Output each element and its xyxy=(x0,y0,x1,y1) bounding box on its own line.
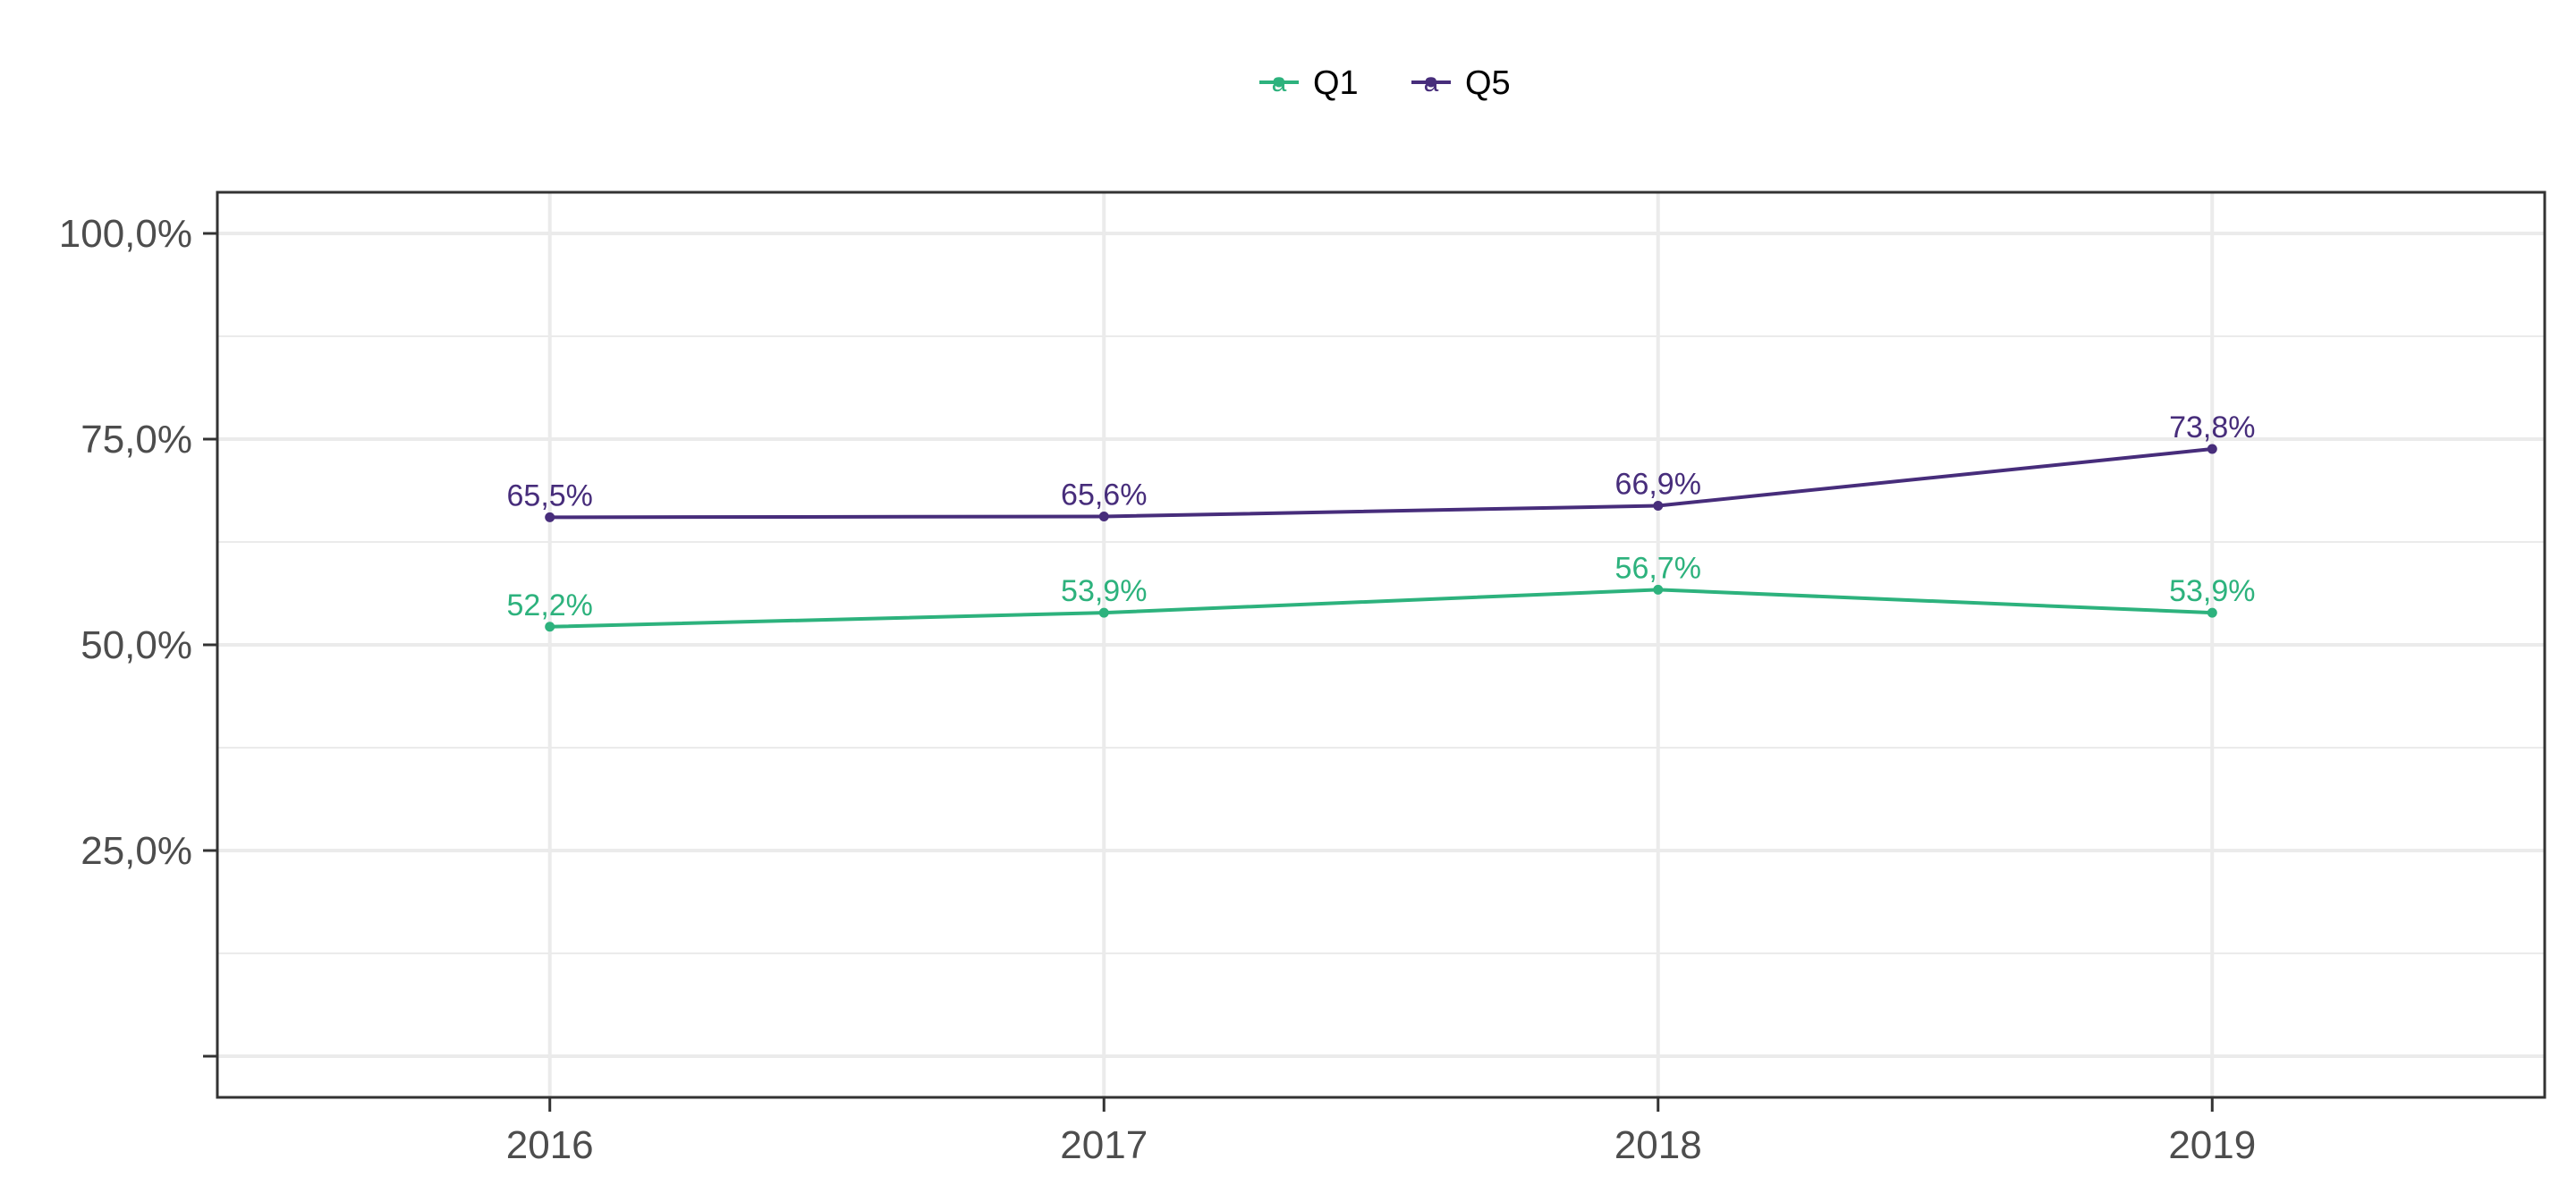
series-line-q5 xyxy=(549,447,2213,520)
x-tick-label: 2016 xyxy=(506,1123,594,1167)
data-label-q1: 53,9% xyxy=(1061,574,1147,608)
series-lines xyxy=(545,444,2217,632)
data-point-q1 xyxy=(545,622,555,632)
y-tick-label: 25,0% xyxy=(80,829,192,873)
data-label-q1: 56,7% xyxy=(1615,551,1701,585)
data-label-q5: 65,6% xyxy=(1061,478,1147,512)
axes: 25,0% 50,0% 75,0% 100,0% 2016 2017 2018 2019 xyxy=(59,212,2256,1167)
data-point-q1 xyxy=(1653,584,1664,595)
legend-item-q1: a Q1 xyxy=(1259,64,1359,102)
y-tick-label: 100,0% xyxy=(59,212,192,256)
legend-label: Q5 xyxy=(1465,64,1511,102)
legend-key-point xyxy=(1274,77,1284,88)
data-label-q1: 53,9% xyxy=(2169,574,2255,608)
legend-key-point xyxy=(1426,77,1436,88)
data-point-q1 xyxy=(2207,607,2217,618)
y-tick-label: 50,0% xyxy=(80,623,192,667)
data-label-q5: 66,9% xyxy=(1615,468,1701,502)
x-tick-label: 2019 xyxy=(2168,1123,2256,1167)
x-tick-label: 2018 xyxy=(1614,1123,1702,1167)
data-point-q5 xyxy=(1653,501,1664,512)
y-tick-label: 75,0% xyxy=(80,418,192,461)
series-line-q1 xyxy=(549,588,2213,629)
data-point-q1 xyxy=(1098,607,1109,618)
data-labels: 52,2% 53,9% 56,7% 53,9% 65,5% 65,6% 66,9% 73,8% xyxy=(507,411,2256,622)
legend-item-q5: a Q5 xyxy=(1411,64,1511,102)
data-point-q5 xyxy=(545,512,555,522)
data-label-q1: 52,2% xyxy=(507,588,593,622)
legend-key-glyph: a xyxy=(1424,68,1439,97)
data-label-q5: 65,5% xyxy=(507,478,593,512)
legend: a Q1 a Q5 xyxy=(1259,64,1511,102)
legend-key-glyph: a xyxy=(1272,68,1287,97)
grid-lines xyxy=(217,192,2545,1097)
legend-label: Q1 xyxy=(1313,64,1359,102)
data-label-q5: 73,8% xyxy=(2169,411,2255,444)
x-tick-label: 2017 xyxy=(1060,1123,1148,1167)
data-point-q5 xyxy=(1098,511,1109,521)
data-point-q5 xyxy=(2207,444,2217,454)
